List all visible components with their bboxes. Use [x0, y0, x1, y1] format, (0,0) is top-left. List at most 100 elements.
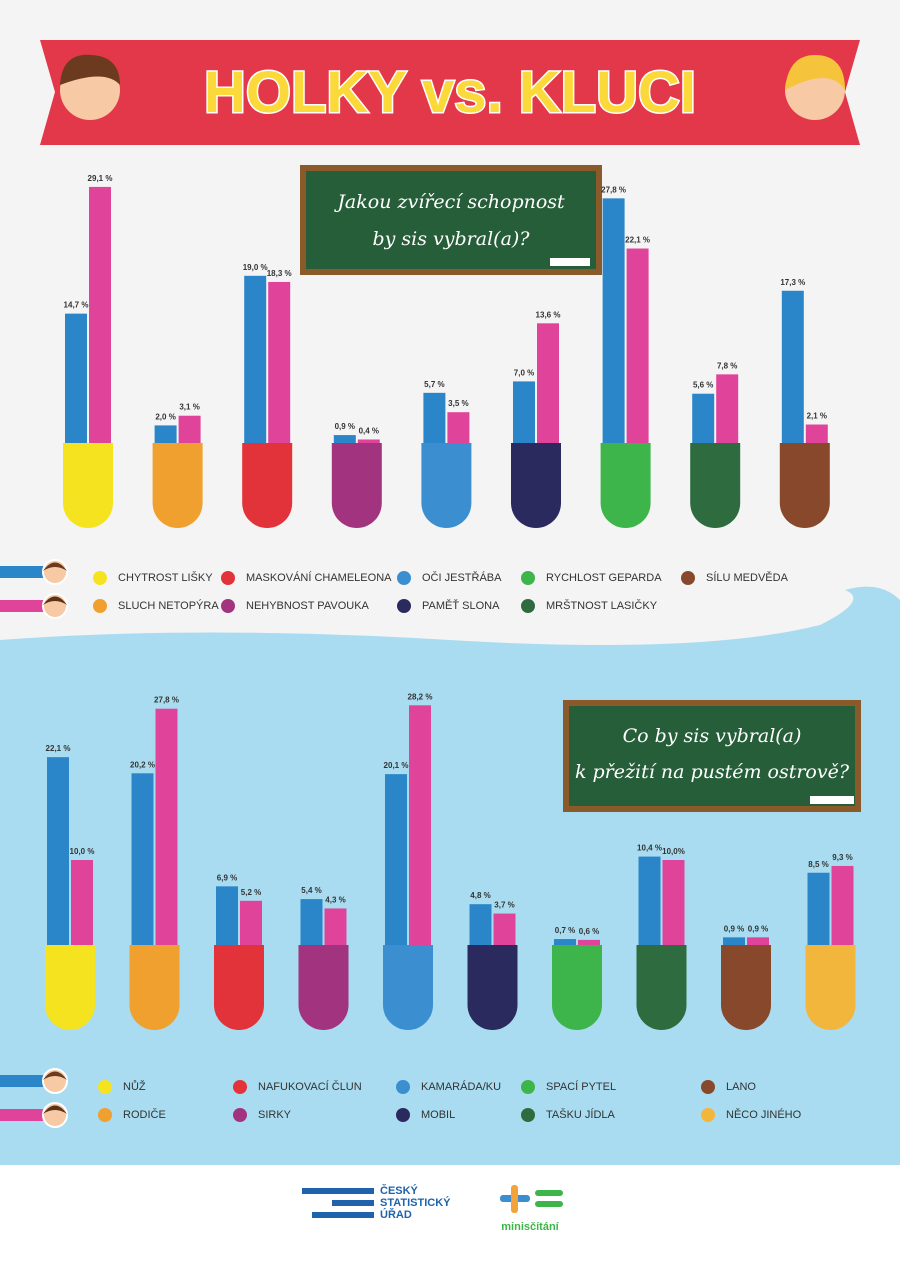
logo-text: minisčítání	[501, 1221, 559, 1233]
bar	[47, 757, 69, 945]
value-label: 0,4 %	[359, 426, 379, 435]
bar	[626, 248, 649, 443]
category-tube	[152, 443, 203, 528]
legend-label: LANO	[726, 1081, 756, 1093]
legend-stripe	[0, 1075, 47, 1087]
legend-dot	[521, 599, 535, 613]
bar	[240, 900, 262, 945]
value-label: 20,2 %	[130, 760, 155, 769]
legend-dot	[93, 571, 107, 585]
legend-dot	[98, 1080, 112, 1094]
logo-mark	[500, 1185, 563, 1213]
bar	[216, 886, 238, 945]
bar	[781, 290, 804, 443]
legend-dot	[221, 571, 235, 585]
bar	[638, 856, 661, 945]
value-label: 6,9 %	[217, 873, 237, 882]
category-tube	[600, 443, 651, 528]
bar	[154, 425, 177, 443]
value-label: 10,0 %	[70, 847, 95, 856]
banner	[40, 40, 860, 145]
value-label: 10,0%	[662, 847, 685, 856]
value-label: 10,4 %	[637, 844, 662, 853]
legend-stripe	[0, 600, 47, 612]
legend-dot	[521, 1080, 535, 1094]
legend-dot	[396, 1108, 410, 1122]
category-tube	[331, 443, 382, 528]
bar	[831, 865, 854, 945]
category-tube	[298, 945, 349, 1030]
category-tube	[214, 945, 264, 1030]
logo-mark	[302, 1188, 374, 1218]
legend-label: RYCHLOST GEPARDA	[546, 572, 662, 584]
value-label: 18,3 %	[267, 269, 292, 278]
legend-label: SLUCH NETOPÝRA	[118, 599, 219, 612]
legend-dot	[681, 571, 695, 585]
value-label: 14,7 %	[64, 301, 89, 310]
value-label: 2,1 %	[807, 412, 827, 421]
value-label: 8,5 %	[808, 860, 828, 869]
legend-hair	[43, 562, 67, 571]
legend-label: CHYTROST LIŠKY	[118, 571, 213, 584]
value-label: 5,7 %	[424, 380, 444, 389]
legend-label: MASKOVÁNÍ CHAMELEONA	[246, 571, 392, 584]
bar	[716, 374, 739, 443]
legend-stripe	[0, 1109, 47, 1121]
value-label: 0,7 %	[555, 926, 575, 935]
category-tube	[242, 443, 293, 528]
category-tube	[690, 443, 741, 528]
bar	[324, 908, 347, 945]
value-label: 5,4 %	[301, 886, 321, 895]
legend-label: OČI JESTŘÁBA	[422, 571, 502, 584]
bar	[692, 393, 715, 443]
footer-bg	[0, 1165, 900, 1274]
category-tube	[779, 443, 830, 528]
legend-label: KAMARÁDA/KU	[421, 1080, 501, 1093]
bar	[537, 323, 559, 443]
bar	[513, 381, 535, 443]
category-tube	[45, 945, 95, 1030]
legend-label: NĚCO JINÉHO	[726, 1108, 802, 1121]
legend-hair	[43, 1071, 67, 1080]
bar	[469, 904, 492, 945]
legend-label: MOBIL	[421, 1109, 455, 1121]
legend-dot	[701, 1108, 715, 1122]
legend-hair	[43, 596, 67, 605]
bar	[357, 439, 380, 443]
value-label: 27,8 %	[601, 185, 626, 194]
value-label: 9,3 %	[832, 853, 852, 862]
bar	[447, 412, 470, 443]
chart-title: Jakou zvířecí schopnost	[333, 191, 565, 213]
legend-label: SPACÍ PYTEL	[546, 1080, 616, 1093]
legend-dot	[701, 1080, 715, 1094]
bar	[662, 860, 685, 945]
bar	[300, 899, 323, 945]
bar	[747, 937, 769, 945]
value-label: 3,7 %	[494, 901, 514, 910]
value-label: 13,6 %	[536, 310, 561, 319]
legend-dot	[397, 571, 411, 585]
bar	[602, 198, 625, 443]
value-label: 19,0 %	[243, 263, 268, 272]
legend-label: NEHYBNOST PAVOUKA	[246, 600, 370, 612]
bar	[89, 186, 111, 444]
legend-hair	[43, 1105, 67, 1114]
value-label: 20,1 %	[384, 761, 409, 770]
category-tube	[552, 945, 602, 1030]
legend-dot	[233, 1080, 247, 1094]
legend-dot	[233, 1108, 247, 1122]
bar	[554, 939, 576, 945]
category-tube	[63, 443, 113, 528]
value-label: 4,8 %	[470, 891, 490, 900]
bar	[178, 415, 201, 443]
chart-title: Co by sis vybral(a)	[623, 725, 802, 747]
bar	[155, 708, 178, 945]
value-label: 5,2 %	[241, 888, 261, 897]
value-label: 0,9 %	[335, 422, 355, 431]
legend-label: MRŠTNOST LASIČKY	[546, 599, 658, 612]
legend-label: TAŠKU JÍDLA	[546, 1108, 616, 1121]
legend-dot	[521, 1108, 535, 1122]
value-label: 22,1 %	[46, 744, 71, 753]
category-tube	[383, 945, 433, 1030]
